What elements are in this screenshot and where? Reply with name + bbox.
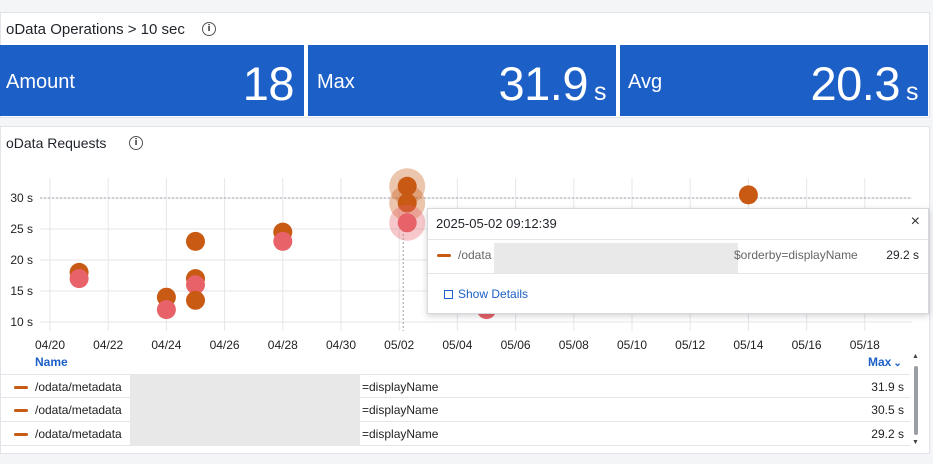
y-tick-label: 10 s	[10, 315, 33, 329]
tooltip-divider	[428, 239, 928, 240]
x-tick-label: 05/16	[792, 338, 822, 352]
table-row[interactable]: /odata/metadata =displayName 30.5 s	[0, 397, 910, 422]
y-tick-label: 25 s	[10, 222, 33, 236]
stat-max-label: Max	[317, 71, 355, 93]
stat-amount-value: 18	[242, 57, 295, 110]
y-tick-label: 20 s	[10, 253, 33, 267]
x-tick-label: 05/18	[850, 338, 880, 352]
row-max-value: 29.2 s	[871, 427, 904, 441]
table-row[interactable]: /odata/metadata =displayName 31.9 s	[0, 374, 910, 399]
column-header-max-label: Max	[868, 355, 892, 369]
operations-info-icon[interactable]: i	[202, 22, 216, 36]
stat-max-unit: s	[594, 78, 607, 106]
data-point[interactable]	[69, 269, 89, 289]
x-tick-label: 05/10	[617, 338, 647, 352]
show-details-label: Show Details	[458, 287, 529, 301]
x-tick-label: 05/02	[384, 338, 414, 352]
stat-max: Max 31.9 s	[308, 45, 616, 116]
row-name: /odata/metadata	[35, 403, 122, 417]
tooltip-series-swatch	[437, 254, 451, 257]
tooltip-series-name: /odata	[458, 248, 492, 262]
scroll-up-icon[interactable]: ▲	[912, 353, 919, 360]
data-point[interactable]	[186, 290, 205, 310]
requests-info-icon[interactable]: i	[129, 136, 143, 150]
row-series-swatch	[14, 386, 28, 389]
stat-max-value: 31.9 s	[498, 57, 607, 110]
tooltip-series-suffix: $orderby=displayName	[734, 248, 858, 262]
stat-amount: Amount 18	[0, 45, 304, 116]
chart-tooltip: 2025-05-02 09:12:39 × /odata $orderby=di…	[427, 208, 929, 314]
y-tick-label: 30 s	[10, 191, 33, 205]
data-point[interactable]	[156, 300, 176, 320]
row-redacted-area	[130, 374, 360, 399]
x-tick-label: 04/30	[326, 338, 356, 352]
column-header-max[interactable]: Max ⌄	[868, 355, 902, 369]
data-point[interactable]	[273, 231, 293, 251]
scroll-down-icon[interactable]: ▼	[912, 439, 919, 446]
row-max-value: 31.9 s	[871, 380, 904, 394]
x-tick-label: 04/28	[268, 338, 298, 352]
tooltip-divider-bottom	[428, 273, 928, 274]
stat-avg-unit: s	[906, 78, 919, 106]
x-tick-label: 04/20	[35, 338, 65, 352]
row-name-suffix: =displayName	[362, 403, 439, 417]
stat-amount-label: Amount	[6, 71, 75, 93]
tooltip-redacted-area	[494, 243, 738, 273]
row-name-suffix: =displayName	[362, 380, 439, 394]
table-row[interactable]: /odata/metadata =displayName 29.2 s	[0, 421, 910, 446]
y-tick-label: 15 s	[10, 284, 33, 298]
tooltip-value: 29.2 s	[886, 248, 919, 262]
x-tick-label: 04/26	[210, 338, 240, 352]
row-redacted-area	[130, 397, 360, 422]
data-point[interactable]	[186, 231, 205, 251]
stat-avg-value: 20.3 s	[810, 57, 919, 110]
sort-chevron-icon: ⌄	[893, 358, 902, 369]
external-link-icon	[444, 290, 453, 299]
show-details-link[interactable]: Show Details	[444, 287, 528, 301]
x-tick-label: 05/08	[559, 338, 589, 352]
row-name: /odata/metadata	[35, 427, 122, 441]
tooltip-timestamp: 2025-05-02 09:12:39	[436, 216, 557, 231]
data-point[interactable]	[738, 185, 758, 205]
row-redacted-area	[130, 421, 360, 446]
operations-panel-title: oData Operations > 10 sec	[6, 21, 185, 38]
row-name-suffix: =displayName	[362, 427, 439, 441]
row-name: /odata/metadata	[35, 380, 122, 394]
row-series-swatch	[14, 433, 28, 436]
x-tick-label: 05/12	[675, 338, 705, 352]
x-tick-label: 05/04	[442, 338, 472, 352]
x-tick-label: 04/24	[151, 338, 181, 352]
column-header-name[interactable]: Name	[35, 355, 68, 369]
data-point[interactable]	[397, 176, 417, 196]
x-tick-label: 04/22	[93, 338, 123, 352]
row-max-value: 30.5 s	[871, 403, 904, 417]
x-tick-label: 05/14	[733, 338, 763, 352]
row-series-swatch	[14, 409, 28, 412]
data-point[interactable]	[397, 193, 417, 213]
table-scrollbar[interactable]: ▲ ▼	[911, 353, 921, 449]
data-point[interactable]	[186, 275, 205, 295]
data-point[interactable]	[397, 213, 417, 233]
requests-panel-title: oData Requests	[6, 135, 107, 151]
scrollbar-thumb[interactable]	[914, 366, 918, 435]
tooltip-close-icon[interactable]: ×	[910, 213, 920, 230]
x-tick-label: 05/06	[501, 338, 531, 352]
stat-avg: Avg 20.3 s	[620, 45, 928, 116]
stat-avg-label: Avg	[628, 71, 663, 93]
